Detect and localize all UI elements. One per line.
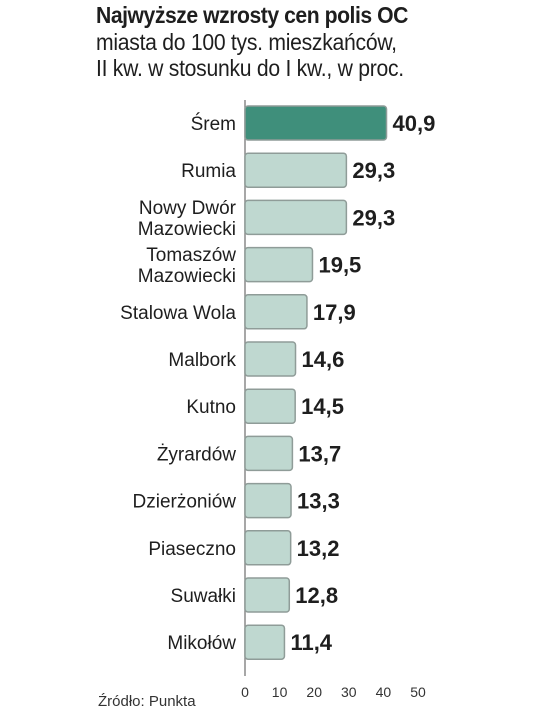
bar-1 [244, 105, 388, 141]
value-label-6: 14,6 [302, 347, 345, 372]
category-label-11: Suwałki [171, 586, 236, 607]
category-label-3-line-2: Mazowiecki [138, 219, 236, 240]
category-label-5: Stalowa Wola [120, 303, 236, 324]
bar-4 [244, 246, 314, 283]
bar-12 [244, 624, 286, 660]
category-label-12: Mikołów [167, 633, 236, 654]
bar-3 [244, 199, 348, 236]
x-tick-label-40: 40 [376, 684, 392, 700]
bar-10 [244, 530, 292, 566]
value-label-1: 40,9 [393, 111, 436, 136]
bar-8 [244, 435, 294, 472]
category-label-4-line-1: Tomaszów [146, 245, 236, 266]
value-label-3: 29,3 [352, 205, 395, 230]
category-label-9: Dzierżoniów [133, 492, 237, 513]
bar-6 [244, 341, 297, 377]
value-label-10: 13,2 [297, 536, 340, 561]
chart-title: Najwyższe wzrosty cen polis OC [96, 2, 408, 28]
x-tick-label-50: 50 [410, 684, 426, 700]
chart-subtitle-line-2: II kw. w stosunku do I kw., w proc. [96, 55, 404, 81]
category-label-8: Żyrardów [157, 444, 236, 465]
category-label-2: Rumia [181, 161, 236, 182]
value-label-7: 14,5 [301, 394, 344, 419]
bar-9 [244, 482, 292, 519]
chart-subtitle-line-1: miasta do 100 tys. mieszkańców, [96, 29, 397, 55]
value-label-4: 19,5 [318, 253, 361, 278]
category-label-6: Malbork [168, 350, 236, 371]
category-label-1: Śrem [191, 113, 236, 135]
bar-5 [244, 294, 308, 330]
bar-11 [244, 577, 291, 613]
value-label-9: 13,3 [297, 489, 340, 514]
category-label-4-line-2: Mazowiecki [138, 266, 236, 287]
x-tick-label-0: 0 [241, 684, 249, 700]
value-label-11: 12,8 [295, 583, 338, 608]
x-tick-label-30: 30 [341, 684, 357, 700]
value-label-2: 29,3 [352, 158, 395, 183]
x-tick-label-20: 20 [306, 684, 322, 700]
category-label-3-line-1: Nowy Dwór [139, 198, 237, 219]
value-label-8: 13,7 [298, 441, 341, 466]
category-label-7: Kutno [186, 397, 236, 418]
value-label-5: 17,9 [313, 300, 356, 325]
category-label-10: Piaseczno [148, 539, 236, 560]
bar-2 [244, 152, 348, 188]
x-tick-label-10: 10 [272, 684, 288, 700]
bar-7 [244, 388, 296, 424]
source-note: Źródło: Punkta [98, 693, 196, 710]
value-label-12: 11,4 [290, 630, 332, 655]
